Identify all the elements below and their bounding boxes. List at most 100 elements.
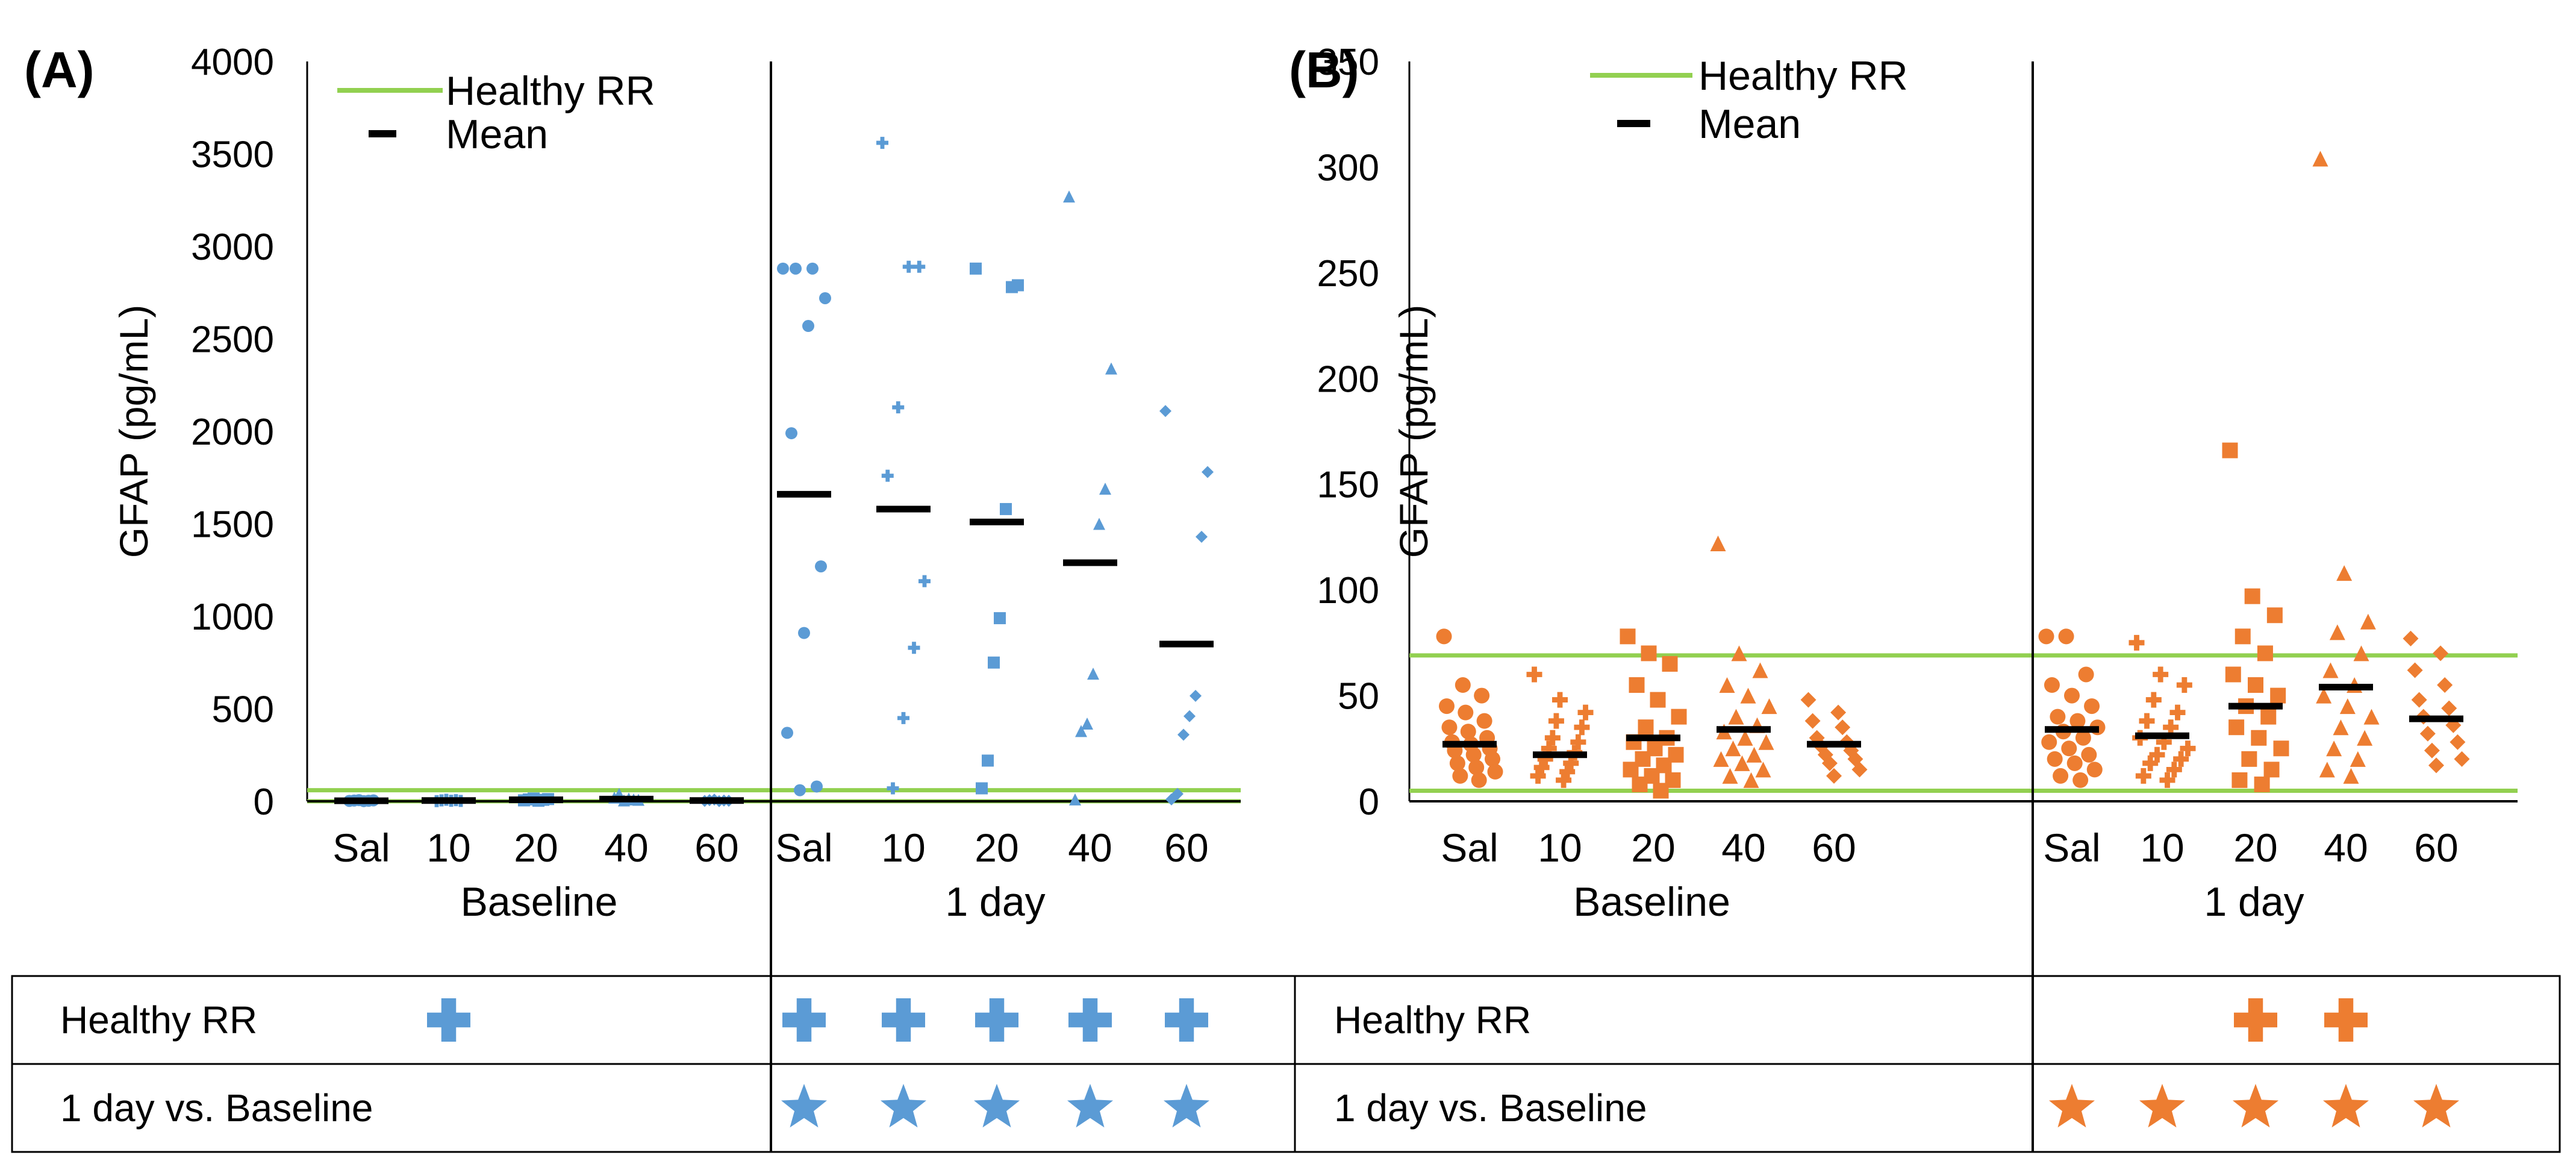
plus-icon (782, 998, 826, 1042)
data-point (2058, 628, 2074, 645)
star-icon (781, 1084, 828, 1128)
data-point (1093, 518, 1105, 530)
data-point (2326, 740, 2342, 757)
star-icon (2139, 1084, 2186, 1128)
data-point (1530, 768, 1546, 784)
data-point (2312, 151, 2328, 167)
data-point (1081, 718, 1093, 730)
x-category-label: 40 (604, 825, 648, 870)
data-point (1623, 762, 1639, 778)
y-tick-label: 300 (1317, 147, 1379, 189)
legend-healthy-rr-label: Healthy RR (1698, 53, 1908, 99)
data-point (1165, 793, 1177, 806)
data-point (1465, 746, 1482, 763)
x-category-label: 10 (881, 825, 925, 870)
data-point (2075, 730, 2091, 746)
data-point (2139, 713, 2155, 729)
data-point (2180, 740, 2196, 757)
y-tick-label: 2500 (191, 319, 274, 361)
plus-icon (1068, 998, 1112, 1042)
data-point (1740, 687, 1756, 704)
data-point (2163, 719, 2179, 736)
data-point (2176, 677, 2192, 693)
data-point (1734, 755, 1750, 771)
data-point (2333, 719, 2349, 736)
data-point (1804, 713, 1821, 729)
data-point (1746, 746, 1762, 763)
data-point (2231, 772, 2248, 788)
x-category-label: 60 (1812, 825, 1856, 870)
data-point (1468, 759, 1485, 775)
x-category-label: 20 (2233, 825, 2277, 870)
data-point (794, 784, 806, 796)
data-point (2441, 700, 2457, 716)
table-row-label: 1 day vs. Baseline (60, 1086, 373, 1130)
data-point (1177, 728, 1190, 741)
data-point (2169, 704, 2186, 721)
data-point (2173, 751, 2189, 767)
data-point (1800, 692, 1817, 708)
y-tick-label: 200 (1317, 358, 1379, 400)
data-point (1743, 772, 1759, 788)
data-point (1202, 466, 1214, 478)
data-point (887, 782, 899, 795)
data-point (2248, 677, 2263, 693)
data-point (970, 262, 982, 275)
data-point (1719, 677, 1735, 693)
data-point (1632, 776, 1648, 792)
y-tick-label: 350 (1317, 42, 1379, 83)
y-tick-label: 250 (1317, 253, 1379, 295)
data-point (2350, 751, 2366, 767)
data-point (1000, 502, 1012, 515)
data-point (2322, 662, 2339, 678)
data-point (1063, 190, 1075, 203)
data-point (2159, 772, 2175, 788)
legend-mean-label: Mean (1698, 101, 1801, 147)
star-icon (1163, 1084, 1210, 1128)
data-point (2251, 730, 2267, 746)
y-tick-label: 2000 (191, 411, 274, 453)
data-point (2225, 666, 2241, 683)
data-point (2072, 772, 2089, 788)
plus-icon (2324, 998, 2368, 1042)
data-point (1662, 655, 1678, 672)
data-point (815, 560, 827, 573)
star-icon (880, 1084, 927, 1128)
data-point (976, 782, 988, 795)
group-label-baseline: Baseline (1573, 879, 1730, 925)
data-point (2038, 628, 2054, 645)
data-point (2084, 698, 2100, 715)
table-row-label: 1 day vs. Baseline (1334, 1086, 1647, 1130)
data-point (2053, 768, 2069, 784)
data-point (2149, 746, 2165, 763)
x-category-label: Sal (332, 825, 390, 870)
data-point (2424, 742, 2440, 759)
data-point (918, 575, 931, 587)
x-category-label: 60 (2414, 825, 2458, 870)
data-point (1533, 759, 1550, 775)
plus-icon (882, 998, 925, 1042)
data-point (1830, 704, 1847, 721)
data-point (1671, 709, 1687, 725)
data-point (1455, 677, 1471, 693)
data-point (1570, 734, 1586, 750)
data-point (2078, 666, 2094, 683)
y-tick-label: 1000 (191, 596, 274, 638)
data-point (2145, 692, 2162, 708)
data-point (2407, 662, 2423, 678)
data-point (2050, 709, 2066, 725)
data-point (2336, 565, 2353, 581)
data-point (1441, 719, 1458, 736)
data-point (1556, 772, 1572, 788)
data-point (1574, 719, 1590, 736)
data-point (1485, 751, 1501, 767)
data-point (1728, 709, 1744, 725)
y-axis-label: GFAP (pg/mL) (1391, 305, 1436, 558)
data-point (2061, 740, 2077, 757)
data-point (2353, 645, 2369, 662)
data-point (1563, 755, 1579, 771)
star-icon (2322, 1084, 2369, 1128)
data-point (1755, 762, 1771, 778)
data-point (2081, 746, 2097, 763)
data-point (2086, 762, 2103, 778)
